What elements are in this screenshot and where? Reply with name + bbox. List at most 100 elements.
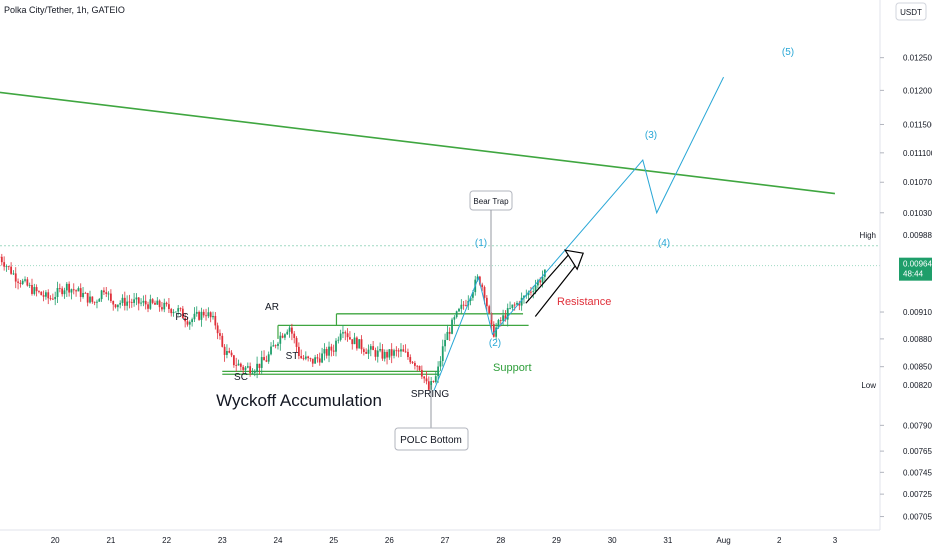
candle-body xyxy=(194,314,196,319)
candle-body xyxy=(226,351,228,355)
candle-body xyxy=(228,351,230,353)
candle-body xyxy=(235,365,237,366)
candle-body xyxy=(26,279,28,285)
candle-body xyxy=(110,294,112,301)
candle-body xyxy=(108,294,110,295)
candle-body xyxy=(279,336,281,344)
candle-body xyxy=(98,299,100,302)
candle-body xyxy=(103,290,105,292)
candle-body xyxy=(170,309,172,313)
candle-body xyxy=(50,298,52,299)
candle-body xyxy=(115,305,117,308)
candle-body xyxy=(400,349,402,351)
candle-body xyxy=(245,368,247,370)
candle-body xyxy=(136,298,138,300)
x-tick-label: 31 xyxy=(663,536,672,545)
candle-body xyxy=(149,299,151,309)
candle-body xyxy=(24,279,26,280)
wave-3-label: (3) xyxy=(645,130,657,141)
x-tick-label: 30 xyxy=(608,536,617,545)
candle-body xyxy=(75,290,77,291)
candle-body xyxy=(233,355,235,365)
candle-body xyxy=(440,361,442,367)
candle-body xyxy=(29,285,31,286)
candle-body xyxy=(277,344,279,346)
candle-body xyxy=(212,316,214,317)
candle-body xyxy=(242,367,244,370)
candle-body xyxy=(210,312,212,317)
candle-body xyxy=(263,357,265,360)
candle-body xyxy=(105,292,107,294)
candle-body xyxy=(530,292,532,293)
candle-body xyxy=(68,284,70,293)
candle-body xyxy=(284,334,286,337)
candle-body xyxy=(82,293,84,297)
candle-body xyxy=(296,338,298,347)
candle-body xyxy=(31,285,33,294)
x-tick-label: Aug xyxy=(716,536,730,545)
wyckoff-accumulation-title: Wyckoff Accumulation xyxy=(216,391,382,410)
resistance-label: Resistance xyxy=(557,296,611,308)
candle-body xyxy=(291,328,293,334)
candle-body xyxy=(305,357,307,359)
candle-body xyxy=(219,333,221,336)
candle-body xyxy=(412,362,414,363)
candle-body xyxy=(145,301,147,304)
x-tick-label: 28 xyxy=(496,536,505,545)
candle-body xyxy=(435,376,437,382)
candle-body xyxy=(361,339,363,349)
currency-button[interactable]: USDT xyxy=(896,3,926,20)
symbol-title: Polka City/Tether, 1h, GATEIO xyxy=(4,5,125,15)
candle-body xyxy=(191,319,193,322)
candle-body xyxy=(354,338,356,345)
candle-body xyxy=(89,297,91,303)
candle-body xyxy=(314,357,316,363)
x-tick-label: 22 xyxy=(162,536,171,545)
candle-body xyxy=(458,309,460,311)
candle-body xyxy=(261,357,263,368)
candle-body xyxy=(57,288,59,297)
candle-body xyxy=(326,349,328,356)
x-tick-label: 27 xyxy=(441,536,450,545)
currency-button-label[interactable]: USDT xyxy=(900,8,922,17)
candle-body xyxy=(33,287,35,294)
candle-body xyxy=(465,305,467,306)
candle-body xyxy=(282,336,284,338)
candle-body xyxy=(370,346,372,349)
wave-4-label: (4) xyxy=(658,238,670,249)
wyckoff-ar-label: AR xyxy=(265,302,279,313)
candle-body xyxy=(340,334,342,340)
candle-body xyxy=(166,303,168,304)
candle-body xyxy=(310,358,312,359)
candle-body xyxy=(265,360,267,361)
candle-body xyxy=(131,302,133,303)
candle-body xyxy=(379,349,381,351)
candle-body xyxy=(460,305,462,309)
candle-body xyxy=(168,304,170,309)
candle-body xyxy=(54,297,56,299)
x-tick-label: 26 xyxy=(385,536,394,545)
candle-body xyxy=(275,345,277,346)
candle-body xyxy=(189,322,191,325)
candle-body xyxy=(409,357,411,362)
candle-body xyxy=(3,262,5,267)
candle-body xyxy=(240,364,242,367)
x-tick-label: 3 xyxy=(833,536,838,545)
candle-body xyxy=(13,273,15,274)
last-price-value: 0.009642 xyxy=(903,260,932,269)
candle-body xyxy=(323,349,325,353)
candle-body xyxy=(405,352,407,353)
candle-body xyxy=(87,293,89,303)
candle-body xyxy=(321,353,323,362)
candle-body xyxy=(207,312,209,316)
candle-body xyxy=(96,302,98,303)
